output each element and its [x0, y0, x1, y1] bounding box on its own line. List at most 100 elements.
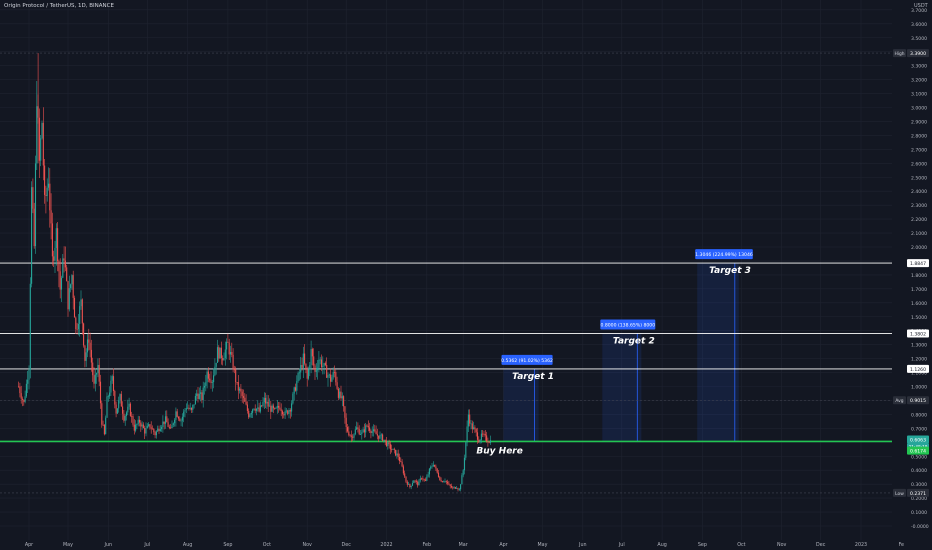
candle-body [374, 429, 376, 432]
candle-body [232, 354, 234, 370]
candle-body [409, 483, 411, 488]
candle-body [114, 391, 116, 405]
candle-body [192, 404, 194, 410]
candle-body [177, 416, 180, 419]
candle-body [21, 398, 24, 400]
candle-body [155, 431, 157, 436]
candle-body [307, 369, 310, 379]
candle-body [320, 359, 323, 367]
price-tick-label: 1.3000 [911, 343, 927, 349]
candle-body [40, 138, 42, 161]
price-tick-label: 3.3000 [911, 64, 927, 70]
candle-body [461, 475, 463, 485]
candle-body [385, 440, 388, 446]
price-tick-label: 3.2000 [911, 78, 927, 84]
candle-body [309, 365, 311, 370]
price-tick-label: 0.2000 [911, 496, 927, 502]
candle-body [367, 425, 369, 428]
candle-body [75, 317, 77, 330]
candle-body [24, 396, 26, 402]
candle-body [140, 422, 142, 427]
time-tick-label: Apr [499, 542, 507, 548]
candle-body [310, 349, 312, 366]
candle-body [430, 466, 432, 469]
candle-body [98, 364, 100, 382]
candle-body [397, 453, 399, 457]
price-tick-label: 2.7000 [911, 147, 927, 153]
candle-body [203, 385, 206, 388]
horizontal-levels [0, 52, 892, 494]
candle-body [146, 425, 148, 429]
candle-body [426, 476, 428, 481]
candle-body [220, 347, 222, 359]
candle-body [20, 393, 22, 399]
price-tick-label: 1.6000 [911, 301, 927, 307]
candle-body [47, 183, 50, 188]
candle-body [123, 413, 125, 421]
candle-body [440, 480, 442, 482]
candle-body [423, 479, 425, 481]
candle-body [262, 402, 264, 407]
price-tick-label: 2.5000 [911, 175, 927, 181]
time-tick-label: Jun [578, 542, 587, 548]
candle-body [301, 364, 303, 368]
candle-body [194, 395, 196, 405]
candle-body [237, 382, 239, 391]
candle-body [348, 431, 350, 436]
candle-body [54, 248, 56, 261]
candle-body [25, 383, 27, 397]
candle-body [289, 410, 291, 412]
target-change-label-bg-2 [600, 319, 656, 330]
price-tick-label: 1.7000 [911, 287, 927, 293]
candle-body [427, 474, 429, 477]
candle-body [51, 223, 53, 257]
t3-label-tag [907, 259, 929, 268]
price-tick-label: 0.7000 [911, 426, 927, 432]
candle-body [462, 470, 464, 476]
currency-label: USDT [914, 3, 928, 9]
price-tick-label: 3.5000 [911, 36, 927, 42]
candle-body [245, 401, 247, 405]
candle-body [353, 434, 355, 438]
candle-body [337, 388, 339, 398]
candle-body [280, 409, 282, 412]
high-label-tag [907, 49, 929, 58]
candle-body [340, 391, 342, 399]
candle-body [330, 374, 332, 382]
candle-body [163, 421, 165, 424]
candle-body [250, 412, 252, 415]
candle-body [319, 359, 321, 361]
candle-body [265, 397, 267, 404]
candle-body [317, 367, 319, 371]
price-tick-label: 2.0000 [911, 245, 927, 251]
candle-body [408, 483, 410, 485]
candle-body [151, 428, 154, 430]
time-tick-label: Apr [25, 542, 33, 548]
candle-body [314, 365, 316, 372]
candle-body [392, 448, 394, 450]
time-tick-label: Sep [223, 542, 232, 548]
candle-body [131, 415, 133, 417]
price-tick-label: 3.6000 [911, 22, 927, 28]
candle-body [285, 410, 287, 412]
t2-label-tag [907, 329, 929, 338]
candle-body [471, 423, 473, 430]
price-tick-label: 2.3000 [911, 203, 927, 209]
candle-body [196, 393, 198, 396]
candle-body [318, 359, 320, 368]
time-tick-label: Jul [143, 542, 150, 548]
candle-body [467, 414, 469, 427]
candle-body [422, 478, 424, 480]
candle-body [138, 419, 141, 423]
candle-body [210, 380, 212, 383]
candle-body [153, 428, 155, 433]
candle-body [49, 183, 51, 211]
candle-body [284, 411, 286, 416]
price-tick-label: 1.8000 [911, 273, 927, 279]
candle-body [439, 476, 441, 481]
candle-body [378, 435, 380, 439]
candle-body [112, 376, 115, 392]
target-change-label-bg-1 [501, 354, 553, 365]
candle-body [80, 299, 82, 307]
